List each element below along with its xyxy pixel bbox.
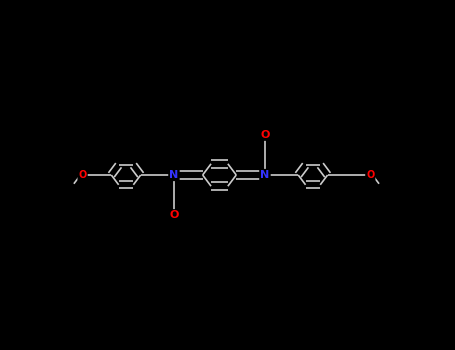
Text: N: N <box>169 170 178 180</box>
Text: O: O <box>78 170 87 180</box>
Text: O: O <box>260 130 270 140</box>
Text: O: O <box>366 170 374 180</box>
Text: O: O <box>169 210 179 220</box>
Text: N: N <box>260 170 269 180</box>
